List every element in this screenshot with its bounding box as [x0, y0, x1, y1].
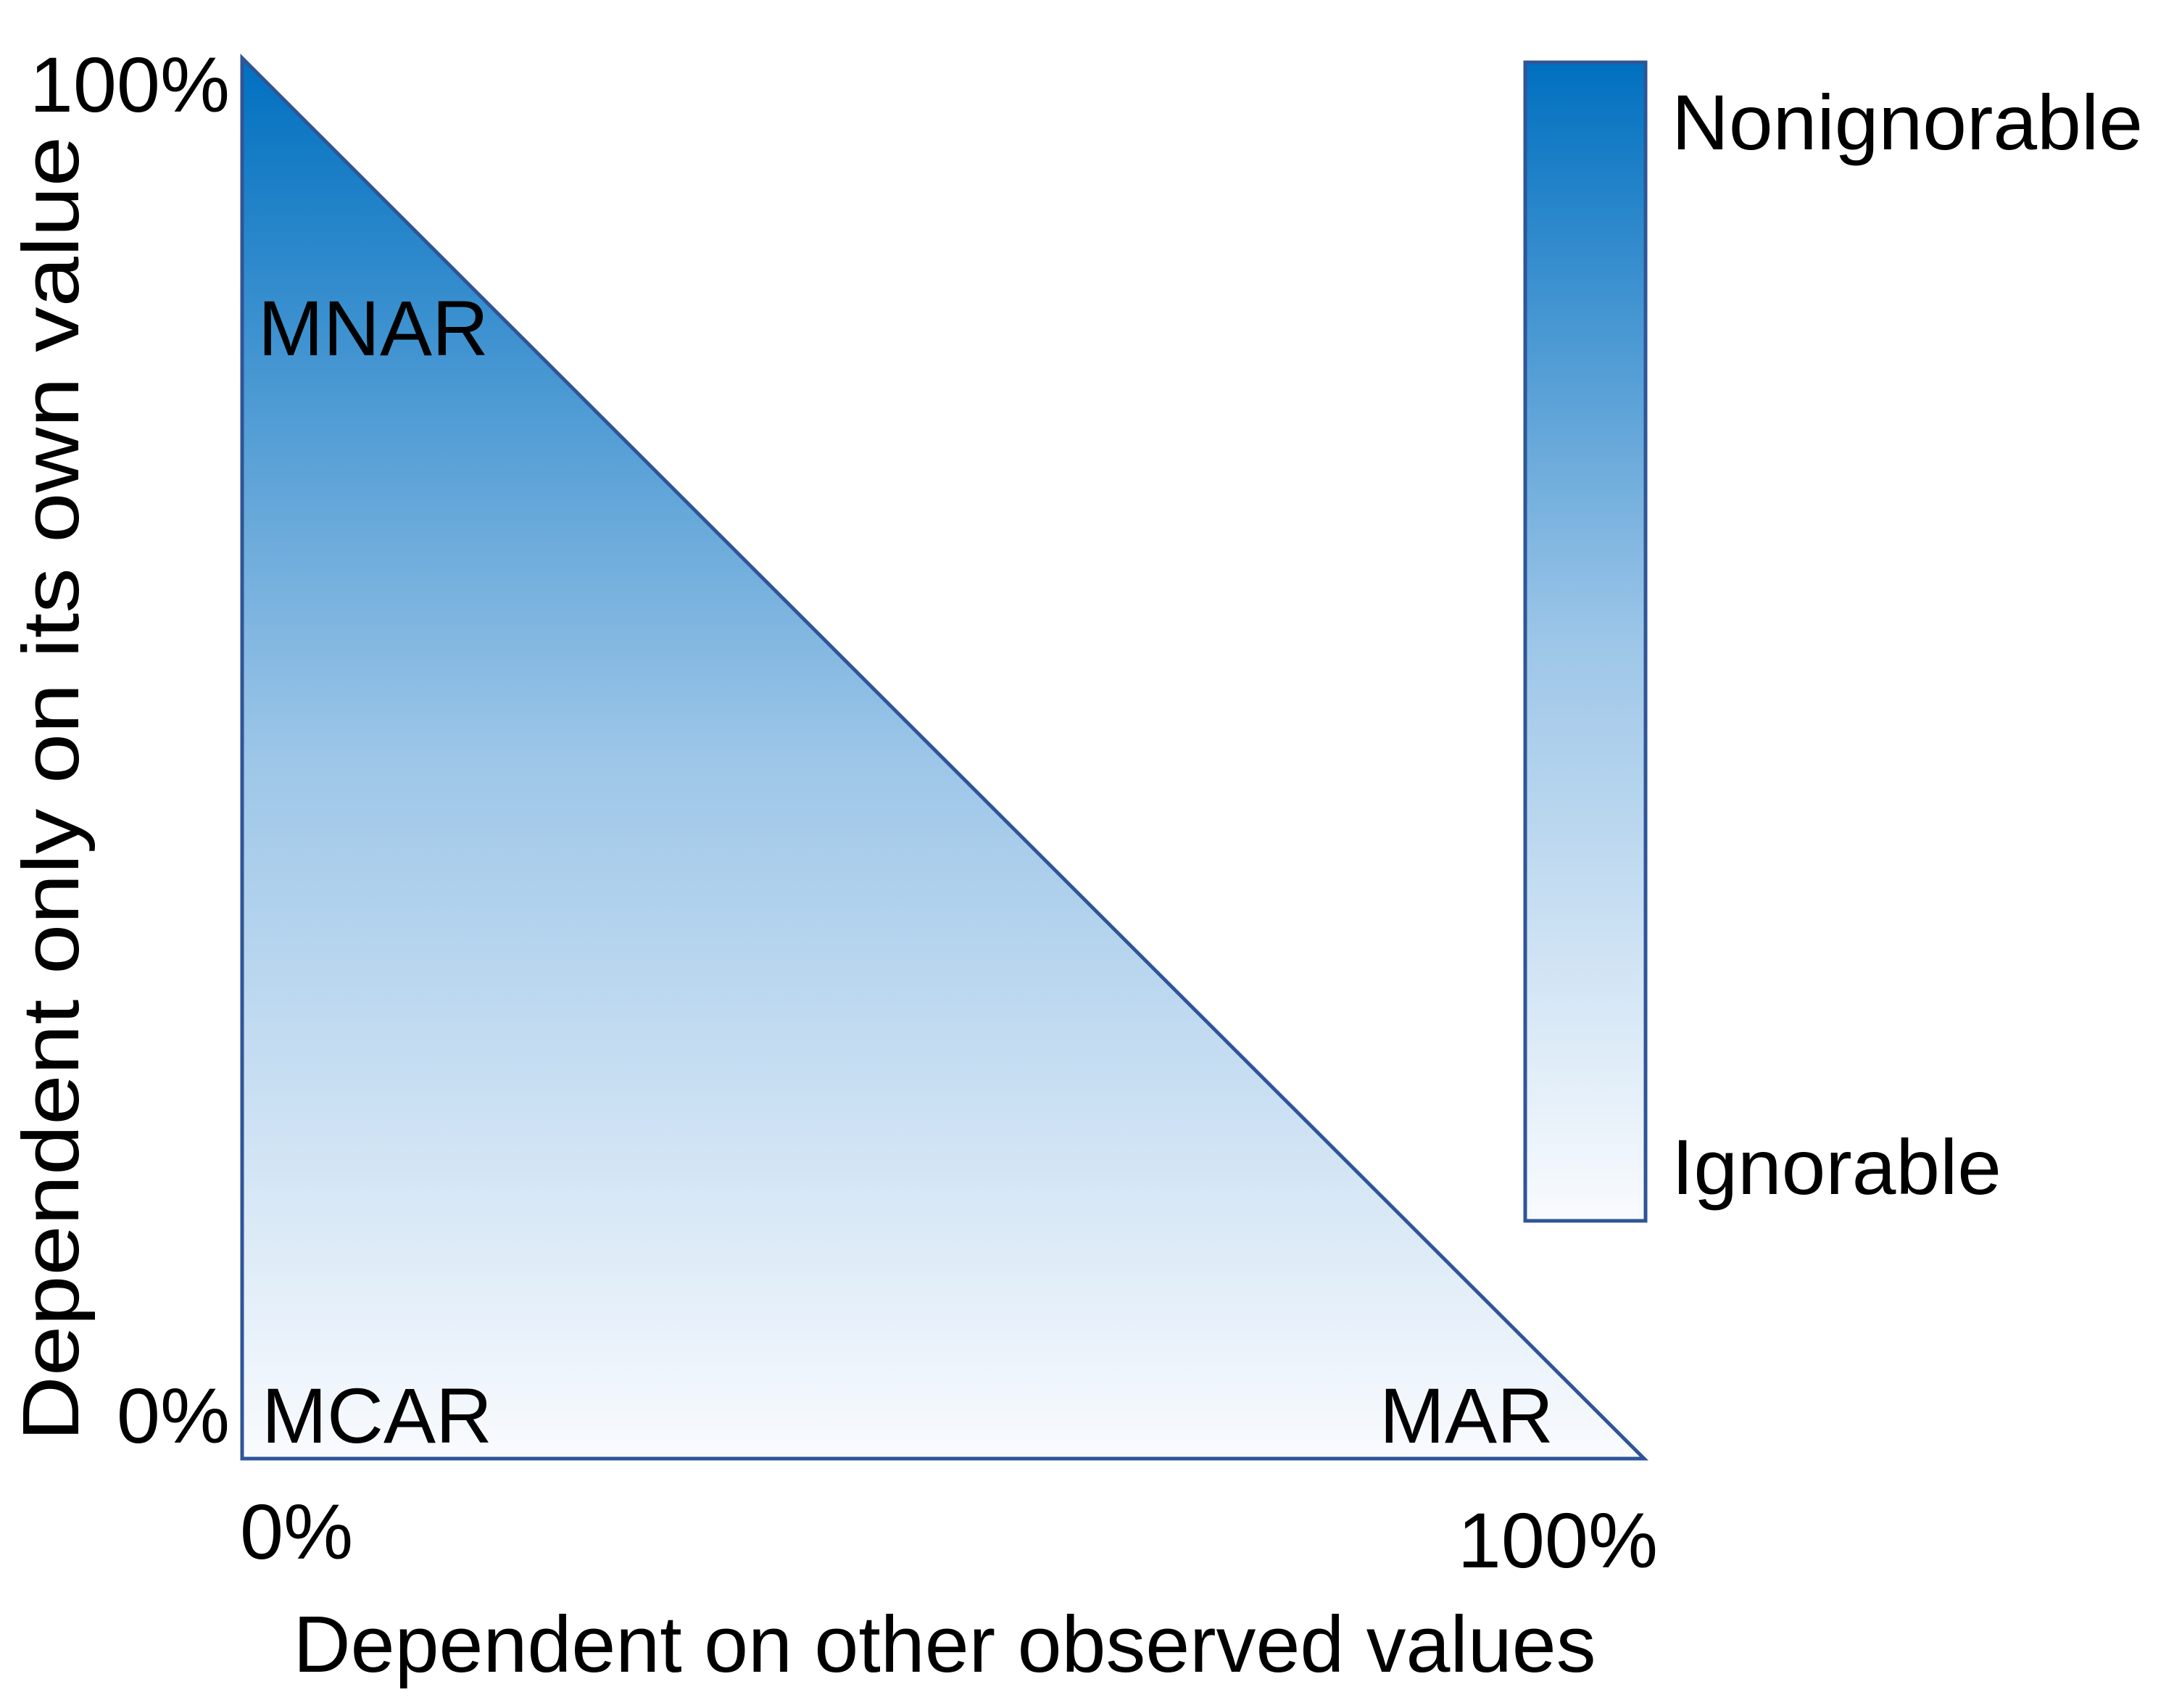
missingness-triangle — [240, 53, 1649, 1461]
x-axis-label: Dependent on other observed values — [294, 1600, 1596, 1689]
region-mar: MAR — [1380, 1372, 1553, 1459]
y-tick-0: 0% — [117, 1372, 230, 1459]
legend-nonignorable: Nonignorable — [1672, 78, 2143, 166]
y-axis-label: Dependent only on its own value — [7, 136, 96, 1441]
y-tick-100: 100% — [30, 41, 230, 128]
region-mcar: MCAR — [262, 1372, 492, 1459]
x-tick-100: 100% — [1458, 1496, 1658, 1584]
legend-gradient-bar — [1523, 60, 1648, 1223]
x-tick-0: 0% — [240, 1488, 353, 1575]
legend-ignorable: Ignorable — [1672, 1123, 2001, 1211]
region-mnar: MNAR — [258, 284, 489, 372]
